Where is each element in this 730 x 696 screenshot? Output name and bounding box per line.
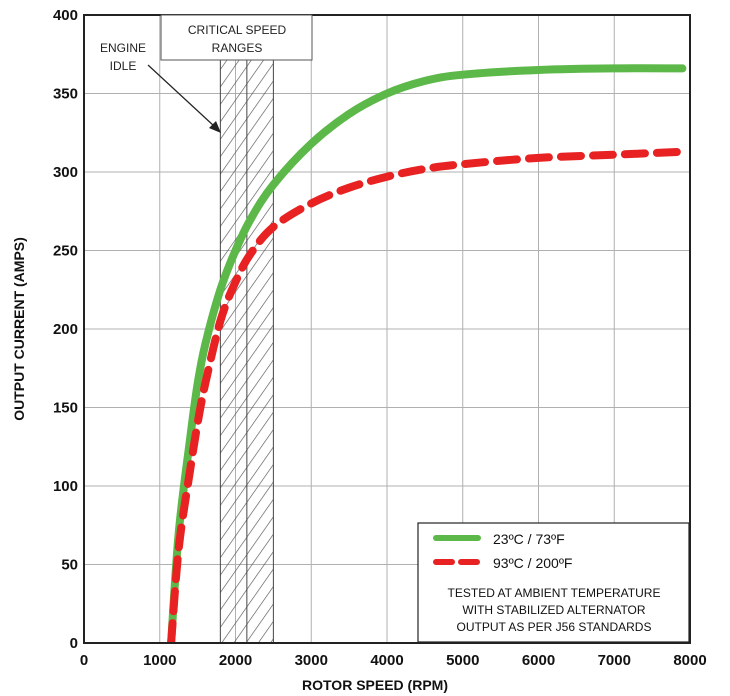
y-tick-label: 300 xyxy=(53,164,78,181)
legend-box xyxy=(417,522,690,643)
y-axis-label: OUTPUT CURRENT (AMPS) xyxy=(11,237,27,421)
y-tick-labels: 0 50 100 150 200 250 300 350 400 xyxy=(53,7,78,652)
y-tick-label: 150 xyxy=(53,400,78,417)
x-tick-label: 2000 xyxy=(219,652,252,669)
legend-label-series-1: 23ºC / 73ºF xyxy=(493,531,565,547)
critical-speed-label-line2: RANGES xyxy=(212,41,263,55)
x-tick-label: 7000 xyxy=(598,652,631,669)
test-note-line1: TESTED AT AMBIENT TEMPERATURE xyxy=(448,586,661,600)
y-tick-label: 0 xyxy=(70,635,78,652)
y-tick-label: 200 xyxy=(53,321,78,338)
x-tick-label: 0 xyxy=(80,652,88,669)
y-tick-label: 250 xyxy=(53,243,78,260)
critical-speed-label-box xyxy=(160,14,313,61)
critical-speed-annotation: CRITICAL SPEED RANGES xyxy=(160,14,313,61)
x-tick-label: 8000 xyxy=(673,652,706,669)
critical-speed-band xyxy=(219,59,274,644)
series-lines xyxy=(167,64,690,643)
x-tick-label: 5000 xyxy=(446,652,479,669)
y-tick-label: 350 xyxy=(53,86,78,103)
x-tick-label: 1000 xyxy=(143,652,176,669)
test-note-line2: WITH STABILIZED ALTERNATOR xyxy=(462,603,645,617)
legend: 23ºC / 73ºF 93ºC / 200ºF TESTED AT AMBIE… xyxy=(417,522,690,643)
y-tick-label: 100 xyxy=(53,478,78,495)
x-tick-label: 4000 xyxy=(370,652,403,669)
legend-label-series-2: 93ºC / 200ºF xyxy=(493,555,573,571)
x-tick-label: 3000 xyxy=(295,652,328,669)
critical-speed-label-line1: CRITICAL SPEED xyxy=(188,23,287,37)
engine-idle-annotation: ENGINE IDLE xyxy=(100,41,221,133)
engine-idle-label-line2: IDLE xyxy=(110,59,137,73)
x-tick-label: 6000 xyxy=(522,652,555,669)
y-tick-label: 50 xyxy=(61,557,78,574)
x-tick-labels: 0 1000 2000 3000 4000 5000 6000 7000 8000 xyxy=(80,652,707,669)
plot-frame xyxy=(83,14,691,644)
x-axis-label: ROTOR SPEED (RPM) xyxy=(302,677,448,693)
series-line-2 xyxy=(167,147,690,643)
engine-idle-arrowhead xyxy=(209,121,221,133)
test-note-line3: OUTPUT AS PER J56 STANDARDS xyxy=(457,620,652,634)
y-tick-label: 400 xyxy=(53,7,78,24)
engine-idle-arrow xyxy=(147,64,215,127)
engine-idle-label-line1: ENGINE xyxy=(100,41,146,55)
series-line-1 xyxy=(167,64,687,643)
